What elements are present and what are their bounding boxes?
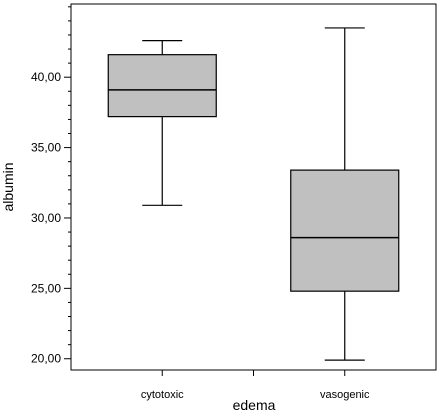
box-vasogenic — [290, 27, 400, 361]
iqr-box — [107, 54, 217, 118]
x-axis-title: edema — [233, 397, 276, 413]
y-tick-label: 30,00 — [31, 211, 61, 225]
y-axis: 20,00 25,00 30,00 35,00 40,00 — [31, 6, 71, 366]
y-tick-label: 35,00 — [31, 141, 61, 155]
iqr-box — [290, 169, 400, 292]
y-tick-label: 20,00 — [31, 352, 61, 366]
y-tick-label: 40,00 — [31, 70, 61, 84]
box-cytotoxic — [107, 39, 217, 206]
y-tick-label: 25,00 — [31, 281, 61, 295]
x-axis: cytotoxic vasogenic — [141, 370, 370, 401]
boxes — [107, 27, 400, 361]
y-axis-title: albumin — [0, 162, 16, 211]
x-tick-label: cytotoxic — [141, 389, 184, 401]
x-tick-label: vasogenic — [320, 389, 370, 401]
